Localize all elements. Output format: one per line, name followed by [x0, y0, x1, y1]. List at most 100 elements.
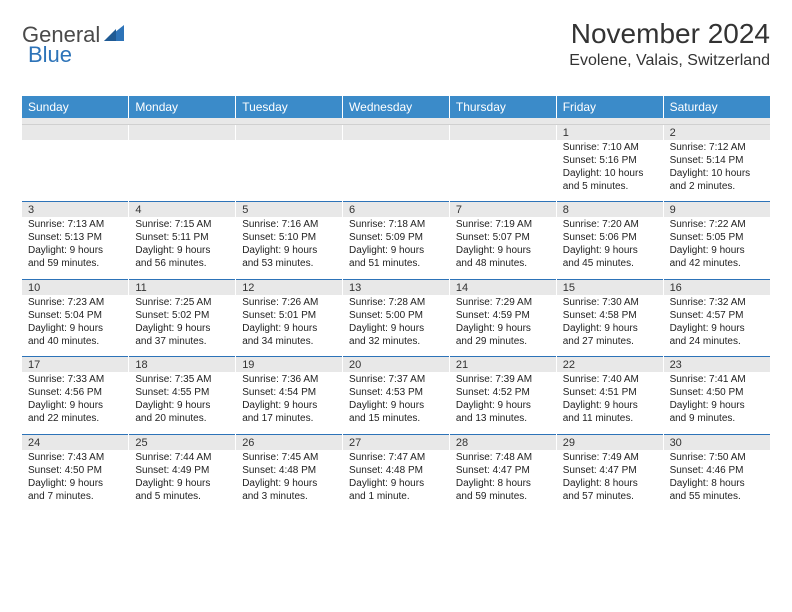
day-info-cell: Sunrise: 7:35 AMSunset: 4:55 PMDaylight:… — [129, 372, 236, 434]
page-header: General November 2024 Evolene, Valais, S… — [22, 18, 770, 70]
day-info-cell: Sunrise: 7:37 AMSunset: 4:53 PMDaylight:… — [343, 372, 450, 434]
daylight-text: Daylight: 9 hours — [349, 322, 443, 335]
day-info-cell — [343, 140, 450, 202]
daylight-text: and 51 minutes. — [349, 257, 443, 270]
daylight-text: and 24 minutes. — [670, 335, 764, 348]
weekday-header: Friday — [556, 96, 663, 118]
sunset-text: Sunset: 5:13 PM — [28, 231, 122, 244]
daylight-text: and 17 minutes. — [242, 412, 336, 425]
location-subtitle: Evolene, Valais, Switzerland — [569, 52, 770, 70]
daylight-text: Daylight: 9 hours — [349, 244, 443, 257]
day-number-cell: 5 — [236, 202, 343, 218]
sunrise-text: Sunrise: 7:43 AM — [28, 451, 122, 464]
day-info-cell: Sunrise: 7:16 AMSunset: 5:10 PMDaylight:… — [236, 217, 343, 279]
day-info-cell — [22, 140, 129, 202]
sunset-text: Sunset: 5:00 PM — [349, 309, 443, 322]
daylight-text: and 15 minutes. — [349, 412, 443, 425]
brand-text-blue: Blue — [28, 42, 72, 67]
day-info-row: Sunrise: 7:33 AMSunset: 4:56 PMDaylight:… — [22, 372, 770, 434]
day-info-row: Sunrise: 7:43 AMSunset: 4:50 PMDaylight:… — [22, 450, 770, 512]
sunset-text: Sunset: 4:54 PM — [242, 386, 336, 399]
sunset-text: Sunset: 4:51 PM — [563, 386, 657, 399]
day-number: 16 — [670, 282, 682, 294]
sunrise-text: Sunrise: 7:44 AM — [135, 451, 229, 464]
day-number-cell: 26 — [236, 434, 343, 450]
daylight-text: and 34 minutes. — [242, 335, 336, 348]
sunrise-text: Sunrise: 7:15 AM — [135, 218, 229, 231]
sunrise-text: Sunrise: 7:28 AM — [349, 296, 443, 309]
day-number: 8 — [563, 204, 569, 216]
sunset-text: Sunset: 5:06 PM — [563, 231, 657, 244]
sunset-text: Sunset: 4:47 PM — [456, 464, 550, 477]
day-info-cell: Sunrise: 7:12 AMSunset: 5:14 PMDaylight:… — [663, 140, 770, 202]
daylight-text: and 5 minutes. — [563, 180, 657, 193]
day-number-cell: 9 — [663, 202, 770, 218]
day-info-cell: Sunrise: 7:23 AMSunset: 5:04 PMDaylight:… — [22, 295, 129, 357]
day-number-cell: 4 — [129, 202, 236, 218]
day-info-row: Sunrise: 7:13 AMSunset: 5:13 PM Daylight:… — [22, 217, 770, 279]
daylight-text: Daylight: 10 hours — [670, 167, 764, 180]
sunrise-text: Sunrise: 7:50 AM — [670, 451, 764, 464]
day-number-cell: 13 — [343, 279, 450, 295]
day-number-row: 24252627282930 — [22, 434, 770, 450]
day-number-cell: 18 — [129, 357, 236, 373]
sunset-text: Sunset: 5:05 PM — [670, 231, 764, 244]
daylight-text: and 9 minutes. — [670, 412, 764, 425]
day-number: 21 — [456, 359, 468, 371]
day-info-cell: Sunrise: 7:43 AMSunset: 4:50 PMDaylight:… — [22, 450, 129, 512]
day-number: 24 — [28, 437, 40, 449]
daylight-text: and 13 minutes. — [456, 412, 550, 425]
day-number: 11 — [135, 282, 146, 294]
sunrise-text: Sunrise: 7:39 AM — [456, 373, 550, 386]
day-number-cell: 19 — [236, 357, 343, 373]
sunrise-text: Sunrise: 7:41 AM — [670, 373, 764, 386]
daylight-text: Daylight: 9 hours — [456, 322, 550, 335]
daylight-text: Daylight: 9 hours — [456, 244, 550, 257]
sunset-text: Sunset: 5:04 PM — [28, 309, 122, 322]
sunset-text: Sunset: 4:53 PM — [349, 386, 443, 399]
sunset-text: Sunset: 5:14 PM — [670, 154, 764, 167]
day-number-cell: 3 — [22, 202, 129, 218]
sunrise-text: Sunrise: 7:16 AM — [242, 218, 336, 231]
daylight-text: and 59 minutes. — [456, 490, 550, 503]
sunset-text: Sunset: 5:02 PM — [135, 309, 229, 322]
daylight-text: and 37 minutes. — [135, 335, 229, 348]
sunrise-text: Sunrise: 7:13 AM — [28, 218, 122, 231]
sunrise-text: Sunrise: 7:29 AM — [456, 296, 550, 309]
day-info-cell: Sunrise: 7:20 AMSunset: 5:06 PMDaylight:… — [556, 217, 663, 279]
sunset-text: Sunset: 4:59 PM — [456, 309, 550, 322]
day-number: 17 — [28, 359, 40, 371]
sunset-text: Sunset: 4:52 PM — [456, 386, 550, 399]
day-number-cell — [236, 124, 343, 140]
daylight-text: Daylight: 9 hours — [670, 322, 764, 335]
day-number: 22 — [563, 359, 575, 371]
daylight-text: Daylight: 9 hours — [563, 399, 657, 412]
day-number-row: 10111213141516 — [22, 279, 770, 295]
day-info-row: Sunrise: 7:10 AMSunset: 5:16 PMDaylight:… — [22, 140, 770, 202]
day-number-cell: 29 — [556, 434, 663, 450]
day-number: 30 — [670, 437, 682, 449]
day-number-cell: 16 — [663, 279, 770, 295]
day-info-cell: Sunrise: 7:49 AMSunset: 4:47 PMDaylight:… — [556, 450, 663, 512]
day-info-cell — [129, 140, 236, 202]
weekday-header-row: Sunday Monday Tuesday Wednesday Thursday… — [22, 96, 770, 118]
day-number-cell: 28 — [449, 434, 556, 450]
day-number: 7 — [456, 204, 462, 216]
day-info-cell: Sunrise: 7:25 AMSunset: 5:02 PMDaylight:… — [129, 295, 236, 357]
daylight-text: Daylight: 9 hours — [135, 477, 229, 490]
day-number: 10 — [28, 282, 40, 294]
day-number-cell: 6 — [343, 202, 450, 218]
brand-text-blue-wrap: Blue — [28, 42, 72, 68]
day-info-cell: Sunrise: 7:45 AMSunset: 4:48 PMDaylight:… — [236, 450, 343, 512]
day-info-cell: Sunrise: 7:39 AMSunset: 4:52 PMDaylight:… — [449, 372, 556, 434]
day-number: 19 — [242, 359, 254, 371]
sunset-text: Sunset: 4:50 PM — [670, 386, 764, 399]
sunrise-text: Sunrise: 7:33 AM — [28, 373, 122, 386]
daylight-text: and 11 minutes. — [563, 412, 657, 425]
daylight-text: and 27 minutes. — [563, 335, 657, 348]
day-number-cell: 17 — [22, 357, 129, 373]
daylight-text: Daylight: 9 hours — [670, 244, 764, 257]
day-info-cell: Sunrise: 7:26 AMSunset: 5:01 PMDaylight:… — [236, 295, 343, 357]
day-number: 3 — [28, 204, 34, 216]
brand-sail-icon — [102, 23, 126, 48]
